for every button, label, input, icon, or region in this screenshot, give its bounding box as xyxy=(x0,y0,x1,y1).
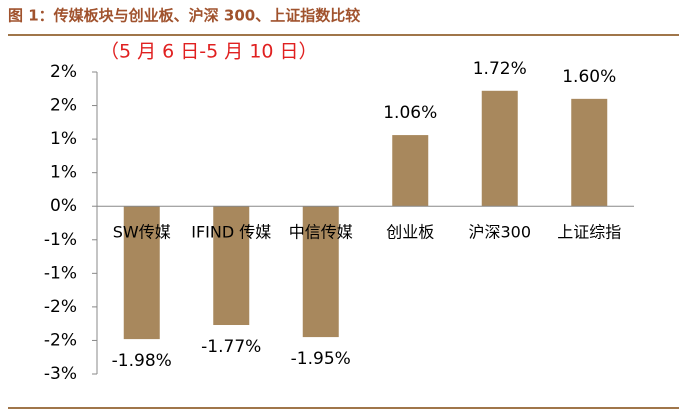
x-tick-label: 中信传媒 xyxy=(289,223,353,242)
x-tick-label: SW传媒 xyxy=(113,223,171,242)
chart-title: 图 1：传媒板块与创业板、沪深 300、上证指数比较 xyxy=(8,7,360,25)
y-tick-label: -3% xyxy=(44,364,77,384)
y-tick-label: 1% xyxy=(50,129,77,149)
bar xyxy=(302,206,339,338)
y-tick-label: -1% xyxy=(44,230,77,250)
y-tick-label: 1% xyxy=(50,163,77,183)
y-tick-label: -2% xyxy=(44,330,77,350)
bar xyxy=(123,206,160,340)
bar xyxy=(481,90,518,207)
x-tick-label: IFIND 传媒 xyxy=(191,223,271,242)
value-label: -1.77% xyxy=(201,337,261,357)
value-label: -1.95% xyxy=(291,349,351,369)
y-tick-label: 2% xyxy=(50,96,77,116)
y-tick-label: -1% xyxy=(44,263,77,283)
bar xyxy=(571,98,608,207)
y-tick-label: 0% xyxy=(50,196,77,216)
value-label: 1.60% xyxy=(562,67,616,87)
chart-subtitle: （5 月 6 日-5 月 10 日） xyxy=(100,41,318,63)
bar xyxy=(213,206,250,326)
y-tick-label: -2% xyxy=(44,297,77,317)
x-tick-label: 沪深300 xyxy=(468,223,531,242)
x-tick-label: 创业板 xyxy=(386,223,434,242)
value-label: 1.72% xyxy=(473,59,527,79)
value-label: -1.98% xyxy=(112,351,172,371)
value-label: 1.06% xyxy=(383,103,437,123)
x-tick-label: 上证综指 xyxy=(557,223,621,242)
bar xyxy=(392,135,429,207)
y-tick-label: 2% xyxy=(50,62,77,82)
